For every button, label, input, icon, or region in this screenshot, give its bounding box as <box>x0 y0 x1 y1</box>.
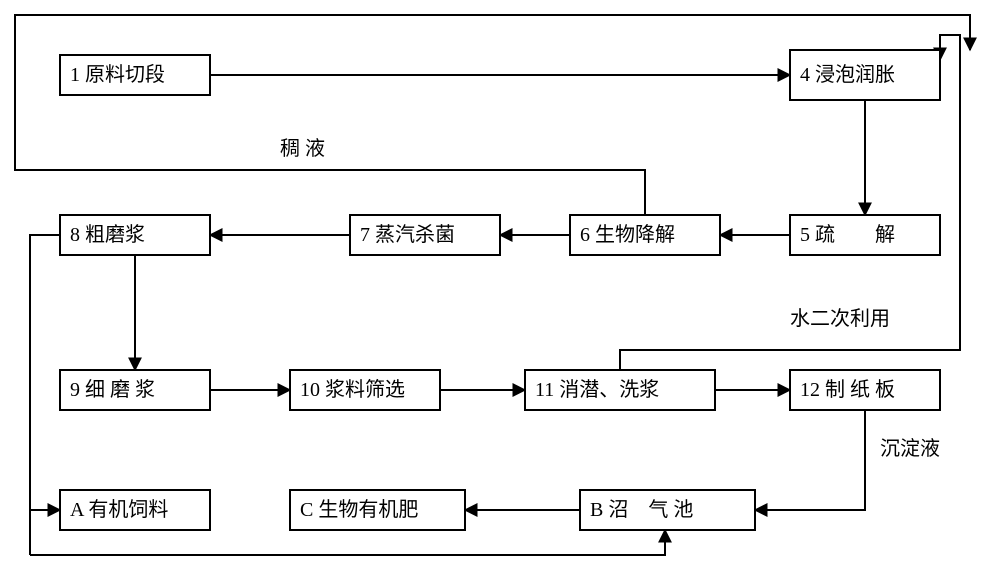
node-label-nC: C 生物有机肥 <box>300 498 418 521</box>
node-nA: A 有机饲料 <box>60 490 210 530</box>
node-label-n7: 7 蒸汽杀菌 <box>360 223 455 246</box>
edge-e30_bottom_B <box>30 530 665 555</box>
node-n4: 4 浸泡润胀 <box>790 50 940 100</box>
node-label-n12: 12 制 纸 板 <box>800 378 895 401</box>
node-n8: 8 粗磨浆 <box>60 215 210 255</box>
edge-e6_thick_top <box>15 15 970 215</box>
edge-e8_left_down <box>30 235 60 555</box>
node-n7: 7 蒸汽杀菌 <box>350 215 500 255</box>
node-label-n1: 1 原料切段 <box>70 63 165 86</box>
node-nC: C 生物有机肥 <box>290 490 465 530</box>
node-n12: 12 制 纸 板 <box>790 370 940 410</box>
edge-e12_down_B <box>755 410 865 510</box>
node-label-n4: 4 浸泡润胀 <box>800 63 895 86</box>
free-label-l3: 沉淀液 <box>880 437 940 460</box>
node-label-n5: 5 疏 解 <box>800 223 895 246</box>
node-n10: 10 浆料筛选 <box>290 370 440 410</box>
node-n6: 6 生物降解 <box>570 215 720 255</box>
node-n9: 9 细 磨 浆 <box>60 370 210 410</box>
node-nB: B 沼 气 池 <box>580 490 755 530</box>
node-label-nB: B 沼 气 池 <box>590 498 693 521</box>
node-label-n6: 6 生物降解 <box>580 223 675 246</box>
node-label-n8: 8 粗磨浆 <box>70 223 145 246</box>
node-label-nA: A 有机饲料 <box>70 498 168 521</box>
flowchart-canvas: 1 原料切段 4 浸泡润胀 5 疏 解 6 生物降解 7 蒸汽杀菌 8 粗磨浆 9 细 磨 … <box>0 0 1000 579</box>
free-label-l2: 水二次利用 <box>790 307 890 330</box>
node-label-n11: 11 消潜、洗浆 <box>535 378 659 401</box>
node-n1: 1 原料切段 <box>60 55 210 95</box>
node-n11: 11 消潜、洗浆 <box>525 370 715 410</box>
node-label-n10: 10 浆料筛选 <box>300 378 405 401</box>
node-n5: 5 疏 解 <box>790 215 940 255</box>
free-label-l1: 稠 液 <box>280 137 325 160</box>
node-label-n9: 9 细 磨 浆 <box>70 378 155 401</box>
